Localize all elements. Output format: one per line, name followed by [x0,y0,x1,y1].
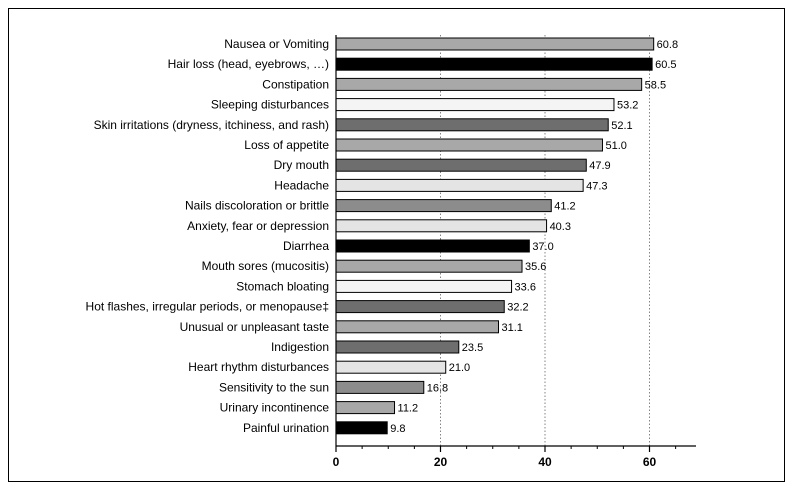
bar [335,239,530,253]
category-label: Anxiety, fear or depression [187,219,329,233]
bar [335,219,548,233]
category-label: Heart rhythm disturbances [188,360,329,374]
bar [335,421,388,435]
value-label: 60.5 [655,59,676,71]
value-label: 41.2 [554,201,575,213]
category-label: Stomach bloating [236,279,329,293]
bar [335,199,552,213]
value-label: 16.8 [427,382,448,394]
category-label: Hair loss (head, eyebrows, …) [168,57,329,71]
value-label: 40.3 [550,221,571,233]
value-label: 23.5 [462,342,483,354]
bar [335,37,655,51]
category-label: Mouth sores (mucositis) [202,259,329,273]
bar [335,259,523,273]
value-label: 9.8 [390,423,405,435]
category-label: Indigestion [271,340,329,354]
x-tick-label: 20 [434,455,448,469]
category-label: Painful urination [243,421,329,435]
bar [335,340,460,354]
value-label: 52.1 [611,120,632,132]
category-label: Nausea or Vomiting [224,37,329,51]
category-label: Urinary incontinence [220,401,330,415]
category-label: Sensitivity to the sun [219,380,329,394]
value-label: 51.0 [605,140,626,152]
value-label: 53.2 [617,100,638,112]
value-label: 37.0 [532,241,553,253]
category-label: Dry mouth [274,158,329,172]
category-label: Skin irritations (dryness, itchiness, an… [94,118,329,132]
value-label: 47.3 [586,180,607,192]
value-label: 21.0 [449,362,470,374]
value-label: 32.2 [507,302,528,314]
bar [335,320,499,334]
category-label: Headache [274,178,329,192]
bar [335,360,447,374]
bar [335,77,643,91]
bar [335,138,603,152]
bar [335,401,396,415]
bar [335,279,513,293]
bar [335,380,425,394]
bar [335,57,653,71]
value-label: 47.9 [589,160,610,172]
category-label: Constipation [262,77,329,91]
value-label: 11.2 [398,403,419,415]
bar [335,98,615,112]
x-tick-label: 60 [643,455,657,469]
value-label: 31.1 [501,322,522,334]
value-label: 33.6 [515,281,536,293]
bar [335,158,587,172]
category-label: Diarrhea [283,239,329,253]
category-label: Unusual or unpleasant taste [180,320,330,334]
bar [335,118,609,132]
category-label: Hot flashes, irregular periods, or menop… [86,300,329,314]
category-label: Sleeping disturbances [211,98,329,112]
bar [335,300,505,314]
x-tick-label: 40 [538,455,552,469]
bar [335,178,584,192]
value-label: 35.6 [525,261,546,273]
value-label: 58.5 [645,79,666,91]
category-label: Nails discoloration or brittle [185,199,329,213]
category-label: Loss of appetite [244,138,329,152]
value-label: 60.8 [657,39,678,51]
x-tick-label: 0 [333,455,340,469]
